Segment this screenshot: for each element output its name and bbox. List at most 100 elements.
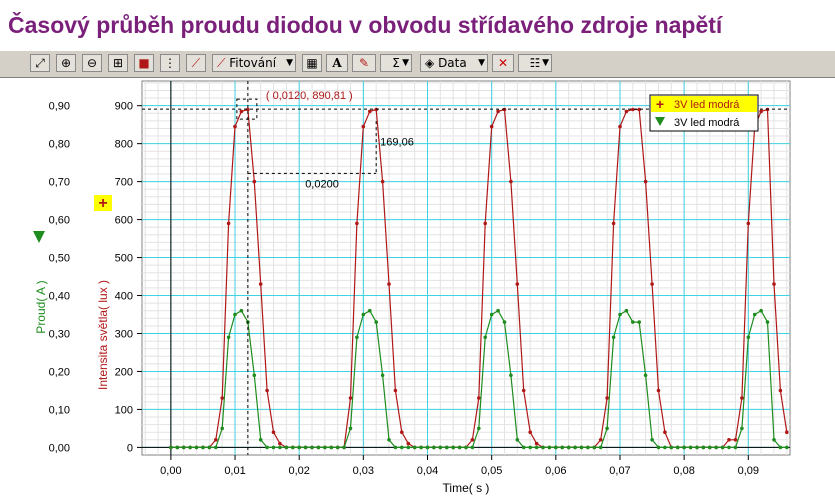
data-point	[451, 445, 456, 450]
data-point	[746, 335, 751, 340]
zoom-box-icon[interactable]: ⊞	[108, 54, 128, 72]
data-point	[483, 221, 488, 226]
data-point	[598, 438, 603, 442]
data-point	[509, 179, 513, 184]
data-point	[521, 388, 526, 393]
x-tick-label: 0,05	[481, 465, 502, 477]
y-right-tick-label: 600	[115, 215, 133, 227]
fit-dropdown[interactable]: ⟋ Fitování ▼	[212, 54, 296, 72]
y-left-tick-label: 0,40	[49, 291, 70, 303]
data-point	[752, 312, 757, 317]
data-point	[727, 445, 731, 450]
data-point	[207, 445, 212, 450]
tick-labels: 0,00 0,01 0,02 0,03 0,04 0,05 0,06 0,07 0,08 0,09…	[49, 101, 759, 477]
data-point	[618, 124, 622, 129]
data-label: Data	[438, 56, 467, 70]
data-point	[688, 445, 693, 450]
data-dropdown[interactable]: ◈ Data ▼	[420, 54, 488, 72]
y-left-tick-label: 0,50	[49, 253, 70, 265]
data-point	[406, 441, 411, 446]
data-point	[586, 445, 590, 450]
data-point	[534, 441, 539, 446]
data-point	[650, 438, 654, 442]
data-point	[271, 445, 276, 450]
data-point	[233, 124, 237, 129]
y-axis-right-label: Intensita světla( lux )	[96, 280, 110, 390]
y-axis-left-label: Proud( A )	[34, 280, 48, 333]
legend[interactable]: + 3V led modrá 3V led modrá	[649, 94, 759, 132]
data-point	[631, 107, 635, 112]
data-point	[528, 430, 532, 435]
data-point	[406, 445, 411, 450]
draw-icon[interactable]: ✎	[352, 54, 376, 72]
zoom-in-icon[interactable]: ⊕	[56, 54, 76, 72]
data-point	[252, 373, 257, 378]
data-point	[708, 445, 712, 450]
data-point	[303, 445, 308, 450]
data-point	[701, 445, 706, 450]
y-right-tick-label: 900	[115, 101, 133, 113]
data-point	[323, 445, 327, 450]
data-point	[368, 109, 372, 114]
chevron-down-icon: ▼	[542, 58, 549, 68]
data-point	[605, 396, 609, 400]
data-point	[669, 445, 674, 450]
data-point	[220, 426, 224, 431]
data-point	[393, 388, 398, 393]
data-point	[740, 396, 744, 400]
legend-entry-1: 3V led modrá	[674, 99, 740, 111]
chevron-down-icon: ▼	[286, 58, 293, 68]
data-point	[316, 445, 321, 450]
text-icon[interactable]: A	[326, 54, 348, 72]
data-point	[374, 320, 379, 324]
data-point	[265, 388, 269, 393]
sigma-dropdown[interactable]: Σ ▼	[380, 54, 412, 72]
data-point	[765, 320, 770, 324]
data-point	[528, 445, 532, 450]
data-point	[663, 445, 667, 450]
data-point	[220, 396, 224, 400]
data-point	[214, 438, 218, 442]
data-point	[432, 445, 436, 450]
data-point	[335, 445, 340, 450]
plus-marker-icon: +	[98, 195, 107, 212]
data-point	[611, 221, 616, 226]
delta-x-label: 0,0200	[305, 178, 339, 190]
data-point	[400, 445, 404, 450]
y-right-tick-label: 700	[115, 177, 133, 189]
data-point	[470, 445, 475, 450]
legend-highlight	[651, 96, 757, 112]
data-point	[631, 320, 635, 324]
zoom-out-icon[interactable]: ⊖	[82, 54, 102, 72]
data-point	[393, 445, 398, 450]
data-point	[368, 308, 372, 313]
tangent-icon[interactable]: ⟋	[186, 54, 206, 72]
y-left-tick-label: 0,20	[49, 366, 70, 378]
delete-icon[interactable]: ✕	[492, 54, 514, 72]
toolbar: ⤢ ⊕ ⊖ ⊞ ■ ⋮ ⟋ ⟋ Fitování ▼ ▦ A ✎ Σ ▼ ◈ D…	[0, 50, 835, 78]
data-point	[477, 426, 481, 431]
data-point	[278, 445, 282, 450]
data-point	[554, 445, 558, 450]
lock-icon[interactable]: ■	[134, 54, 154, 72]
y-right-tick-label: 200	[115, 366, 133, 378]
x-tick-label: 0,09	[738, 465, 759, 477]
options-dropdown[interactable]: ☷ ▼	[518, 54, 552, 72]
data-point	[310, 445, 314, 450]
data-point	[355, 335, 359, 340]
data-point	[284, 445, 289, 450]
data-point	[637, 320, 641, 324]
data-point	[656, 445, 661, 450]
grid-icon[interactable]: ⋮	[160, 54, 180, 72]
data-point	[483, 335, 488, 340]
data-point	[246, 107, 250, 112]
autoscale-icon[interactable]: ⤢	[30, 54, 50, 72]
data-point	[348, 396, 353, 400]
calculator-icon[interactable]: ▦	[302, 54, 322, 72]
data-point	[579, 445, 584, 450]
data-point	[380, 373, 385, 378]
legend-entry-2: 3V led modrá	[674, 117, 740, 129]
data-point	[419, 445, 423, 450]
data-point	[477, 396, 481, 400]
sigma-icon: Σ	[392, 56, 400, 70]
